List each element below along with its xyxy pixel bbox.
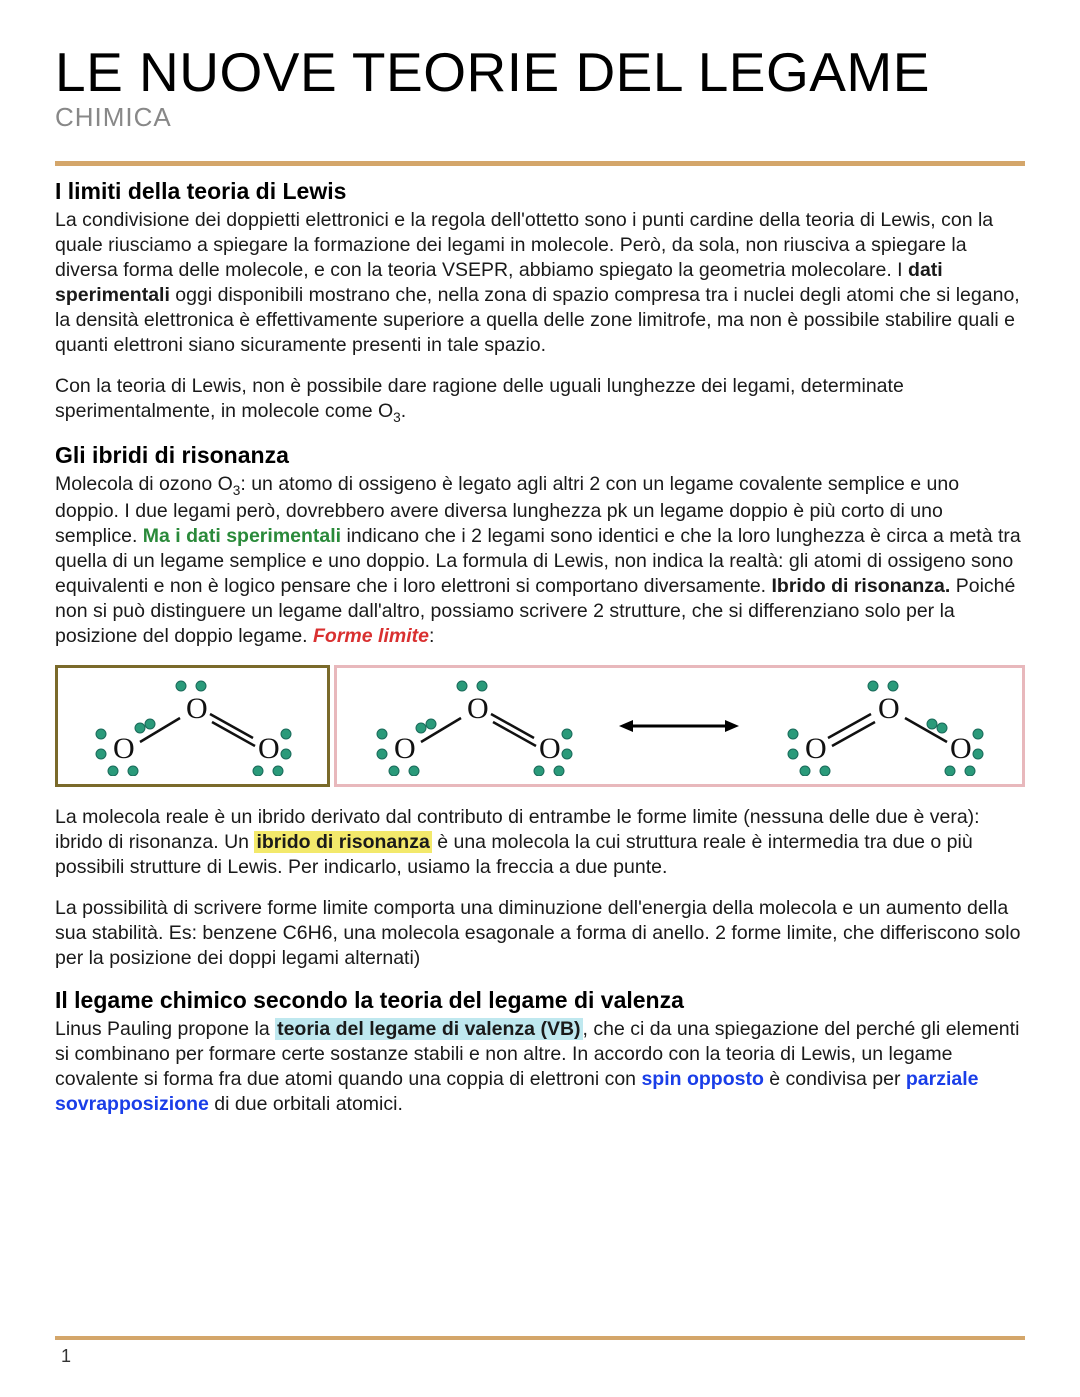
svg-text:O: O xyxy=(805,732,827,765)
text: oggi disponibili mostrano che, nella zon… xyxy=(55,284,1020,356)
svg-text:O: O xyxy=(539,732,561,765)
heading-lewis: I limiti della teoria di Lewis xyxy=(55,178,1025,205)
text: La condivisione dei doppietti elettronic… xyxy=(55,209,993,281)
page-subtitle: CHIMICA xyxy=(55,102,1025,133)
divider-top xyxy=(55,161,1025,166)
text: Linus Pauling propone la xyxy=(55,1018,275,1040)
resonance-arrow-icon xyxy=(611,714,747,738)
svg-text:O: O xyxy=(467,692,489,725)
paragraph-ibridi-1: Molecola di ozono O3: un atomo di ossige… xyxy=(55,472,1025,649)
ozone-lewis-2: O O O xyxy=(349,676,599,776)
highlight-blue: teoria del legame di valenza (VB) xyxy=(275,1018,582,1040)
svg-text:O: O xyxy=(878,692,900,725)
svg-text:O: O xyxy=(950,732,972,765)
svg-text:O: O xyxy=(113,732,135,765)
ozone-lewis-1: O O O xyxy=(68,676,318,776)
svg-text:O: O xyxy=(258,732,280,765)
page-title: LE NUOVE TEORIE DEL LEGAME xyxy=(55,45,1025,100)
paragraph-ibridi-2: La molecola reale è un ibrido derivato d… xyxy=(55,805,1025,880)
ozone-lewis-3: O O O xyxy=(760,676,1010,776)
paragraph-lewis-1: La condivisione dei doppietti elettronic… xyxy=(55,208,1025,358)
heading-ibridi: Gli ibridi di risonanza xyxy=(55,442,1025,469)
svg-text:O: O xyxy=(394,732,416,765)
red-italic-text: Forme limite xyxy=(313,625,429,647)
text: : xyxy=(429,625,434,647)
heading-valenza: Il legame chimico secondo la teoria del … xyxy=(55,987,1025,1014)
text: Con la teoria di Lewis, non è possibile … xyxy=(55,375,904,422)
blue-bold-text: spin opposto xyxy=(641,1068,763,1090)
ozone-resonance-box: O O O xyxy=(334,665,1025,787)
text: . xyxy=(401,400,406,422)
subscript: 3 xyxy=(393,410,401,425)
paragraph-lewis-2: Con la teoria di Lewis, non è possibile … xyxy=(55,374,1025,426)
bold-text: Ibrido di risonanza. xyxy=(772,575,951,597)
text: Molecola di ozono O xyxy=(55,473,233,495)
ozone-structure-box-1: O O O xyxy=(55,665,330,787)
divider-bottom xyxy=(55,1336,1025,1340)
text: è condivisa per xyxy=(764,1068,906,1090)
page-number: 1 xyxy=(55,1346,1025,1367)
highlight-yellow: ibrido di risonanza xyxy=(254,831,431,853)
paragraph-ibridi-3: La possibilità di scrivere forme limite … xyxy=(55,896,1025,971)
ozone-diagram-row: O O O O O O xyxy=(55,665,1025,787)
green-bold-text: Ma i dati sperimentali xyxy=(143,525,341,547)
text: di due orbitali atomici. xyxy=(209,1093,403,1115)
svg-text:O: O xyxy=(186,692,208,725)
paragraph-valenza-1: Linus Pauling propone la teoria del lega… xyxy=(55,1017,1025,1117)
page-footer: 1 xyxy=(55,1336,1025,1367)
